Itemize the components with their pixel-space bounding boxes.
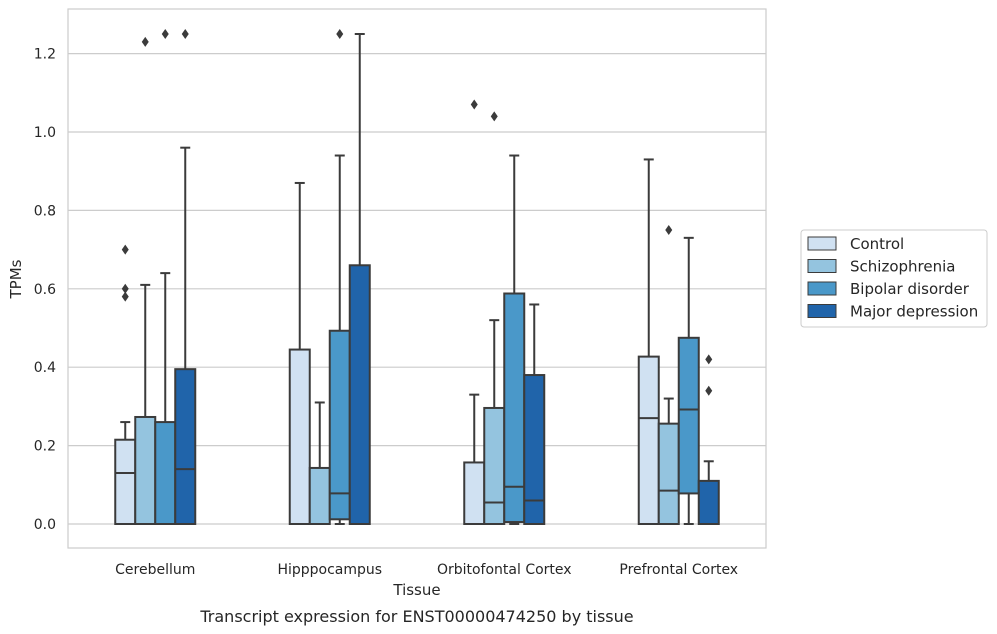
box-rect	[348, 264, 371, 525]
x-axis-label: Tissue	[392, 581, 440, 599]
y-tick-label: 0.2	[34, 439, 56, 455]
box-rect	[134, 415, 157, 526]
box-rect	[308, 466, 331, 525]
outlier-point	[705, 354, 713, 365]
outlier-point	[665, 225, 673, 235]
y-tick-label: 0.4	[34, 360, 56, 376]
box-group	[174, 29, 197, 525]
box-rect	[677, 336, 700, 495]
y-tick-label: 0.6	[34, 282, 56, 298]
box-group	[328, 29, 351, 525]
box-rect	[328, 329, 351, 521]
y-tick-label: 1.2	[34, 47, 56, 63]
y-tick-label: 0.0	[34, 517, 56, 533]
box-rect	[637, 355, 660, 525]
x-tick-label: Orbitofontal Cortex	[437, 562, 572, 578]
legend-frame	[800, 229, 988, 328]
box-group	[288, 181, 311, 525]
box-rect	[657, 422, 680, 526]
outlier-point	[121, 291, 129, 302]
box-group	[637, 158, 660, 525]
box-group	[677, 236, 700, 525]
box-rect	[174, 368, 197, 525]
y-tick-label: 0.8	[34, 203, 56, 219]
y-axis-label: TPMs	[7, 259, 25, 299]
legend-label: Bipolar disorder	[850, 280, 970, 298]
y-tick-label: 1.0	[34, 125, 56, 141]
legend-swatch	[807, 236, 837, 251]
box-rect	[288, 348, 311, 525]
chart-caption: Transcript expression for ENST0000047425…	[199, 607, 633, 626]
outlier-point	[121, 283, 129, 294]
box-group	[463, 99, 486, 525]
box-group	[657, 225, 680, 526]
box-group	[154, 29, 177, 525]
box-group	[503, 154, 526, 525]
legend: Control Schizophrenia Bipolar disorder Majo…	[800, 229, 988, 328]
legend-label: Control	[850, 235, 904, 253]
box-rect	[523, 374, 546, 526]
outlier-point	[336, 29, 344, 39]
outlier-point	[490, 111, 498, 122]
box-rect	[483, 406, 506, 525]
box-group	[348, 33, 371, 525]
box-group	[697, 354, 720, 526]
boxes-layer	[114, 29, 720, 526]
outlier-point	[141, 36, 149, 47]
outlier-point	[470, 99, 478, 110]
y-tick-labels: 0.0 0.2 0.4 0.6 0.8 1.0 1.2	[34, 47, 56, 533]
plot-frame	[67, 8, 767, 549]
box-rect	[463, 461, 486, 525]
box-group	[114, 244, 137, 525]
outlier-point	[705, 385, 713, 396]
x-tick-label: Hipppocampus	[277, 562, 382, 578]
legend-swatch	[807, 304, 837, 318]
outlier-point	[121, 244, 129, 255]
legend-swatch	[807, 281, 837, 296]
outlier-point	[161, 29, 169, 39]
box-rect	[697, 479, 720, 526]
x-tick-label: Cerebellum	[115, 562, 195, 578]
x-tick-label: Prefrontal Cortex	[619, 562, 738, 578]
legend-items: Control Schizophrenia Bipolar disorder Majo…	[807, 235, 978, 321]
box-group	[523, 303, 546, 526]
legend-swatch	[807, 259, 837, 273]
box-rect	[114, 438, 137, 525]
box-rect	[154, 421, 177, 525]
legend-label: Major depression	[850, 303, 978, 321]
x-tick-labels: Cerebellum Hipppocampus Orbitofontal Corte…	[115, 562, 738, 578]
legend-label: Schizophrenia	[850, 258, 955, 276]
box-group	[134, 36, 157, 526]
outlier-point	[181, 29, 189, 39]
